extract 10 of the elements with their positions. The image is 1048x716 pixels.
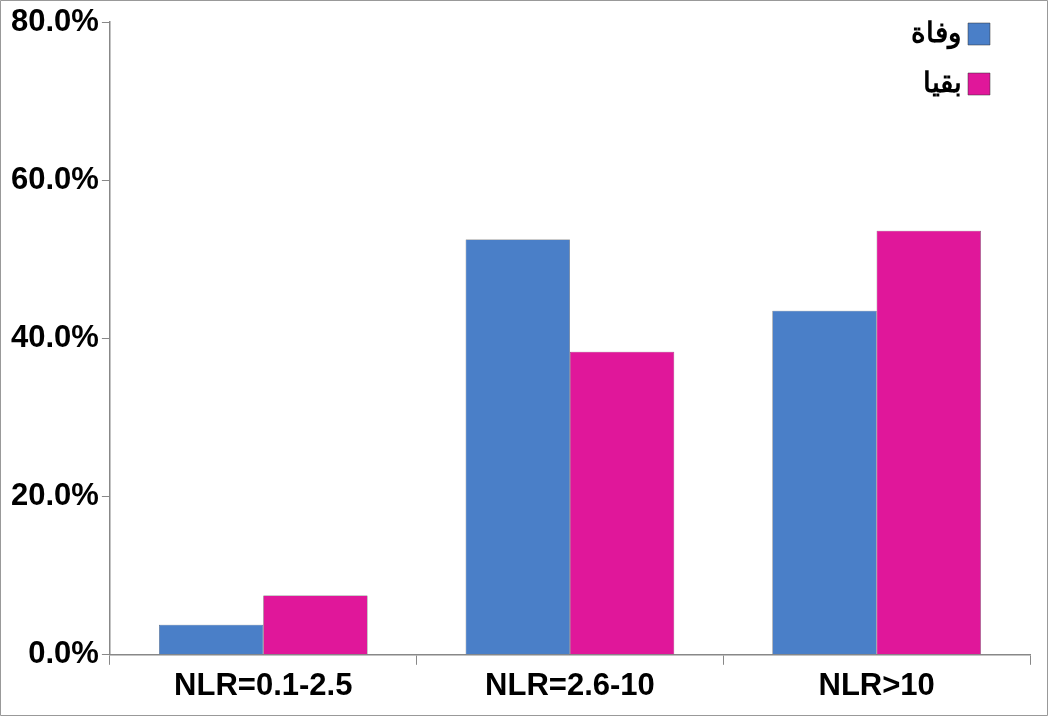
x-tick-label: NLR>10 <box>818 666 935 702</box>
legend-label: بقيا <box>923 66 962 98</box>
x-tick-label: NLR=0.1-2.5 <box>174 666 353 702</box>
x-tick-label: NLR=2.6-10 <box>485 666 655 702</box>
y-tick-label: 0.0% <box>28 635 99 671</box>
y-tick-label: 40.0% <box>10 318 99 354</box>
y-tick-label: 80.0% <box>10 2 99 38</box>
y-tick-label: 20.0% <box>10 477 99 513</box>
legend-label: وفاة <box>911 16 962 50</box>
y-tick-label: 60.0% <box>10 160 99 196</box>
